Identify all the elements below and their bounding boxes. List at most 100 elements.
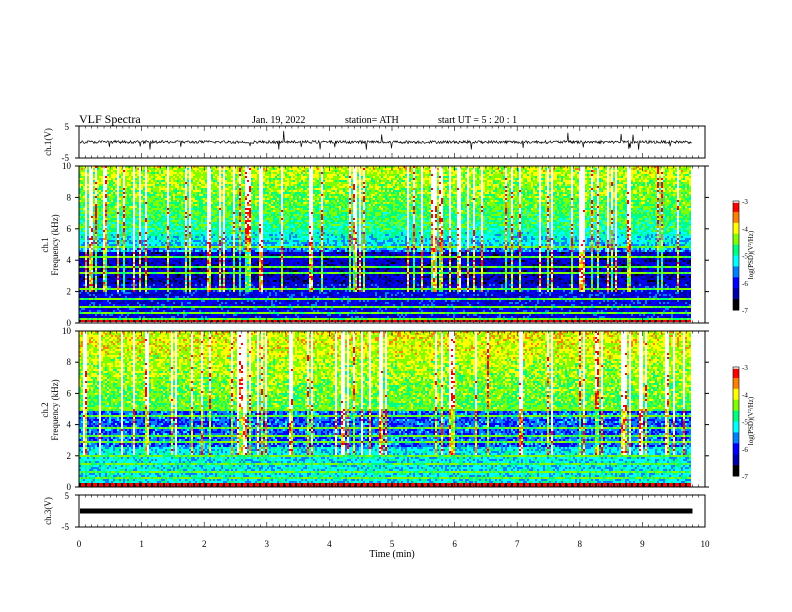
colorbar-cell bbox=[733, 210, 739, 213]
ch1-waveform-line bbox=[79, 130, 692, 150]
colorbar-cell bbox=[733, 230, 739, 233]
colorbar-cell bbox=[733, 208, 739, 211]
colorbar-cell bbox=[733, 386, 739, 390]
colorbar-cell bbox=[733, 370, 739, 373]
colorbar-cell bbox=[733, 468, 739, 472]
ch2-spectrogram-ylabel-channel: ch.2 bbox=[40, 402, 50, 417]
colorbar-cell bbox=[733, 297, 739, 300]
colorbar-cell bbox=[733, 439, 739, 442]
spectrogram-ytick-label: 10 bbox=[62, 326, 72, 336]
colorbar-cell bbox=[733, 202, 739, 206]
colorbar-frame bbox=[732, 366, 740, 477]
colorbar-cell bbox=[733, 430, 739, 433]
ch2-spectrogram-ylabel: Frequency (kHz) bbox=[50, 379, 60, 440]
colorbar-cell bbox=[733, 379, 739, 383]
colorbar-cell bbox=[733, 394, 739, 397]
colorbar-cell bbox=[733, 448, 739, 452]
colorbar-cell bbox=[733, 457, 739, 461]
ch1-waveform-panel: 5 -5 ch.1(V) bbox=[43, 122, 706, 163]
x-tick-label: 5 bbox=[390, 539, 395, 549]
colorbar-cell bbox=[733, 239, 739, 242]
colorbar-cell bbox=[733, 463, 739, 466]
colorbar-cell bbox=[733, 219, 739, 222]
colorbar-cell bbox=[733, 441, 739, 444]
colorbar-cell bbox=[733, 443, 739, 446]
x-tick-label: 4 bbox=[327, 539, 332, 549]
colorbar-cell bbox=[733, 410, 739, 413]
colorbar-cell bbox=[733, 237, 739, 240]
colorbar-cell bbox=[733, 224, 739, 227]
colorbar-cell bbox=[733, 300, 739, 304]
colorbar-cell bbox=[733, 372, 739, 375]
colorbar-cell bbox=[733, 206, 739, 209]
colorbar-tick-label: -6 bbox=[742, 280, 748, 288]
colorbar-cell bbox=[733, 388, 739, 392]
colorbar-cell bbox=[733, 291, 739, 295]
start-ut-label: start UT = 5 : 20 : 1 bbox=[438, 115, 517, 126]
colorbar-cell bbox=[733, 217, 739, 220]
colorbar-cell bbox=[733, 226, 739, 229]
colorbar-cell bbox=[733, 240, 739, 244]
spectrogram-ytick-label: 2 bbox=[67, 451, 72, 461]
colorbar-cell bbox=[733, 279, 739, 282]
colorbar-cell bbox=[733, 257, 739, 260]
colorbar-cell bbox=[733, 262, 739, 266]
colorbar-cell bbox=[733, 419, 739, 422]
ch3-waveform-panel: 5 -5 ch.3(V) bbox=[43, 491, 706, 532]
ch2-colorbar: -3 -4 -5 -6 -7 bbox=[732, 364, 748, 481]
ch1-spectrogram-ylabel-channel: ch.1 bbox=[40, 237, 50, 252]
colorbar-cell bbox=[733, 260, 739, 264]
colorbar-cell bbox=[733, 204, 739, 207]
colorbar-cell bbox=[733, 377, 739, 381]
colorbar-cell bbox=[733, 299, 739, 302]
spectrogram-ytick-label: 8 bbox=[67, 192, 72, 202]
spectrogram-ytick-label: 6 bbox=[67, 388, 72, 398]
colorbar-cell bbox=[733, 383, 739, 386]
colorbar-cell bbox=[733, 412, 739, 415]
colorbar-cell bbox=[733, 392, 739, 395]
colorbar-frame bbox=[732, 200, 740, 311]
ch2-colorbar-label: log(PSD)(V²/Hz) bbox=[747, 396, 755, 445]
colorbar-cell bbox=[733, 259, 739, 262]
colorbar-cell bbox=[733, 397, 739, 401]
colorbar-cell bbox=[733, 280, 739, 284]
x-tick-label: 8 bbox=[578, 539, 583, 549]
colorbar-cell bbox=[733, 250, 739, 253]
colorbar-cell bbox=[733, 450, 739, 453]
colorbar-cell bbox=[733, 434, 739, 437]
x-tick-label: 2 bbox=[202, 539, 207, 549]
colorbar-cell bbox=[733, 286, 739, 289]
colorbar-cell bbox=[733, 288, 739, 291]
colorbar-cell bbox=[733, 459, 739, 462]
colorbar-tick-label: -5 bbox=[742, 419, 748, 427]
colorbar-tick-label: -6 bbox=[742, 446, 748, 454]
colorbar-cell bbox=[733, 452, 739, 455]
colorbar-cell bbox=[733, 385, 739, 388]
colorbar-cell bbox=[733, 406, 739, 410]
colorbar-cell bbox=[733, 293, 739, 296]
colorbar-cell bbox=[733, 416, 739, 419]
colorbar-cell bbox=[733, 405, 739, 408]
spectrogram-ytick-label: 4 bbox=[67, 255, 72, 265]
colorbar-cell bbox=[733, 454, 739, 457]
colorbar-cell bbox=[733, 266, 739, 269]
time-axis: 0 1 2 3 4 5 6 7 8 9 10 bbox=[75, 125, 710, 549]
colorbar-cell bbox=[733, 470, 739, 473]
colorbar-tick-label: -4 bbox=[742, 225, 748, 233]
ch1-colorbar: -3 -4 -5 -6 -7 bbox=[732, 198, 748, 315]
spectrogram-ytick-label: 8 bbox=[67, 357, 72, 367]
ch3-waveform-trace bbox=[80, 508, 693, 514]
colorbar-cell bbox=[733, 235, 739, 238]
colorbar-cell bbox=[733, 233, 739, 237]
spectrogram-ytick-label: 0 bbox=[67, 482, 72, 492]
colorbar-cell bbox=[733, 277, 739, 280]
colorbar-cell bbox=[733, 255, 739, 258]
ch3-waveform-ylabel: ch.3(V) bbox=[43, 497, 53, 525]
colorbar-cell bbox=[733, 401, 739, 404]
colorbar-cell bbox=[733, 290, 739, 293]
colorbar-cell bbox=[733, 437, 739, 441]
ch1-spectrogram-ylabel: Frequency (kHz) bbox=[50, 214, 60, 275]
spectrogram-ytick-label: 6 bbox=[67, 224, 72, 234]
